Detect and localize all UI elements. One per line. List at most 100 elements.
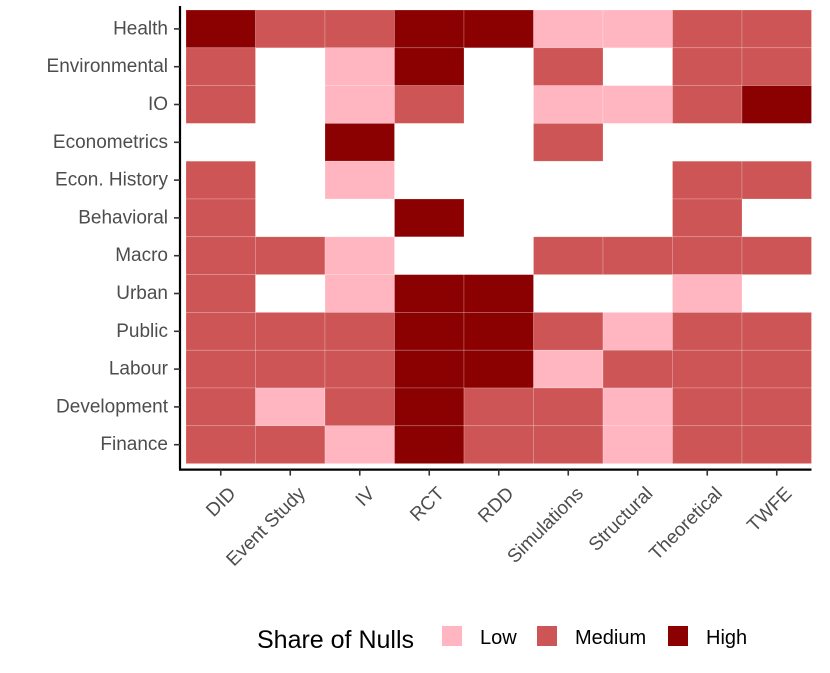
x-tick-label-simulations: Simulations (504, 483, 588, 567)
x-tick-label-structural: Structural (585, 483, 657, 555)
heatmap-cell-public-structural (602, 312, 673, 351)
heatmap-cell-health-theoretical (672, 9, 743, 49)
y-tick-label-io: IO (148, 94, 168, 115)
heatmap-cell-public-event-study (255, 312, 326, 351)
heatmap-cell-macro-simulations (533, 236, 604, 275)
heatmap-cell-public-rdd (463, 312, 534, 351)
legend-title: Share of Nulls (257, 626, 414, 654)
heatmap-cell-health-rct (394, 9, 465, 49)
legend-items: Low Medium High (442, 626, 747, 649)
heatmap-cell-finance-event-study (255, 425, 326, 464)
heatmap-cell-labour-iv (324, 349, 395, 389)
heatmap-cell-development-iv (324, 387, 395, 427)
heatmap-cell-econ-history-did (185, 160, 256, 200)
y-tick-label-labour: Labour (109, 359, 169, 380)
heatmap-cell-development-structural (602, 387, 673, 427)
legend-key-low (442, 626, 462, 646)
heatmap-cell-macro-did (185, 236, 256, 275)
heatmap-cell-labour-structural (602, 349, 673, 389)
heatmap-cell-development-theoretical (672, 387, 743, 427)
heatmap-cell-environmental-iv (324, 47, 395, 86)
heatmap-cells (185, 9, 812, 464)
heatmap-cell-finance-rct (394, 425, 465, 464)
heatmap-cell-econometrics-iv (324, 123, 395, 162)
heatmap-cell-macro-twfe (741, 236, 812, 275)
heatmap-cell-finance-structural (602, 425, 673, 464)
heatmap-cell-health-rdd (463, 9, 534, 49)
heatmap-cell-io-structural (602, 85, 673, 124)
heatmap-cell-finance-theoretical (672, 425, 743, 464)
heatmap-cell-public-rct (394, 312, 465, 351)
heatmap-cell-econ-history-twfe (741, 160, 812, 200)
heatmap-cell-public-twfe (741, 312, 812, 351)
heatmap-cell-io-simulations (533, 85, 604, 124)
heatmap-cell-urban-iv (324, 274, 395, 313)
y-tick-label-urban: Urban (116, 283, 168, 304)
heatmap-cell-health-simulations (533, 9, 604, 49)
heatmap-axes (178, 6, 812, 471)
heatmap-cell-environmental-rct (394, 47, 465, 86)
heatmap-cell-behavioral-rct (394, 198, 465, 238)
heatmap-cell-development-did (185, 387, 256, 427)
y-tick-label-finance: Finance (100, 434, 168, 455)
heatmap-cell-health-did (185, 9, 256, 49)
x-tick-label-theoretical: Theoretical (646, 483, 727, 564)
y-axis-labels: Health Environmental IO Econometrics Econ. H… (47, 18, 180, 455)
heatmap-cell-labour-simulations (533, 349, 604, 389)
heatmap-cell-macro-structural (602, 236, 673, 275)
heatmap-cell-io-theoretical (672, 85, 743, 124)
heatmap-cell-finance-rdd (463, 425, 534, 464)
heatmap-cell-environmental-did (185, 47, 256, 86)
heatmap-cell-health-iv (324, 9, 395, 49)
y-tick-label-development: Development (56, 396, 169, 417)
heatmap-cell-urban-rdd (463, 274, 534, 313)
heatmap-cell-health-twfe (741, 9, 812, 49)
legend-label-medium: Medium (575, 627, 646, 649)
heatmap-cell-io-iv (324, 85, 395, 124)
heatmap-cell-labour-theoretical (672, 349, 743, 389)
y-tick-label-econometrics: Econometrics (53, 132, 168, 153)
heatmap-cell-behavioral-did (185, 198, 256, 238)
y-tick-label-health: Health (113, 18, 168, 39)
heatmap-cell-environmental-simulations (533, 47, 604, 86)
heatmap-cell-behavioral-theoretical (672, 198, 743, 238)
legend-label-high: High (706, 627, 747, 649)
heatmap-cell-urban-theoretical (672, 274, 743, 313)
heatmap-cell-finance-did (185, 425, 256, 464)
heatmap-cell-macro-theoretical (672, 236, 743, 275)
heatmap-cell-development-rct (394, 387, 465, 427)
y-tick-label-environmental: Environmental (47, 56, 168, 77)
heatmap-cell-public-theoretical (672, 312, 743, 351)
heatmap-cell-labour-rct (394, 349, 465, 389)
heatmap-cell-public-simulations (533, 312, 604, 351)
legend-key-high (668, 626, 688, 646)
y-tick-label-behavioral: Behavioral (78, 207, 168, 228)
heatmap-cell-development-simulations (533, 387, 604, 427)
x-tick-label-iv: IV (352, 483, 380, 511)
heatmap-cell-development-twfe (741, 387, 812, 427)
heatmap-cell-labour-rdd (463, 349, 534, 389)
y-tick-label-macro: Macro (115, 245, 168, 266)
legend-key-medium (537, 626, 557, 646)
y-tick-label-public: Public (116, 321, 168, 342)
legend-label-low: Low (480, 627, 517, 649)
heatmap-cell-econometrics-simulations (533, 123, 604, 162)
heatmap-cell-labour-event-study (255, 349, 326, 389)
heatmap-cell-development-event-study (255, 387, 326, 427)
heatmap-cell-labour-did (185, 349, 256, 389)
heatmap-cell-macro-iv (324, 236, 395, 275)
heatmap-cell-public-iv (324, 312, 395, 351)
heatmap-cell-environmental-theoretical (672, 47, 743, 86)
heatmap-cell-health-structural (602, 9, 673, 49)
heatmap-cell-health-event-study (255, 9, 326, 49)
heatmap-cell-io-rct (394, 85, 465, 124)
heatmap-cell-io-did (185, 85, 256, 124)
x-tick-label-did: DID (202, 483, 240, 521)
heatmap-cell-econ-history-iv (324, 160, 395, 200)
legend: Share of Nulls Low Medium High (257, 626, 747, 654)
heatmap-cell-development-rdd (463, 387, 534, 427)
heatmap-cell-econ-history-theoretical (672, 160, 743, 200)
heatmap-cell-finance-simulations (533, 425, 604, 464)
